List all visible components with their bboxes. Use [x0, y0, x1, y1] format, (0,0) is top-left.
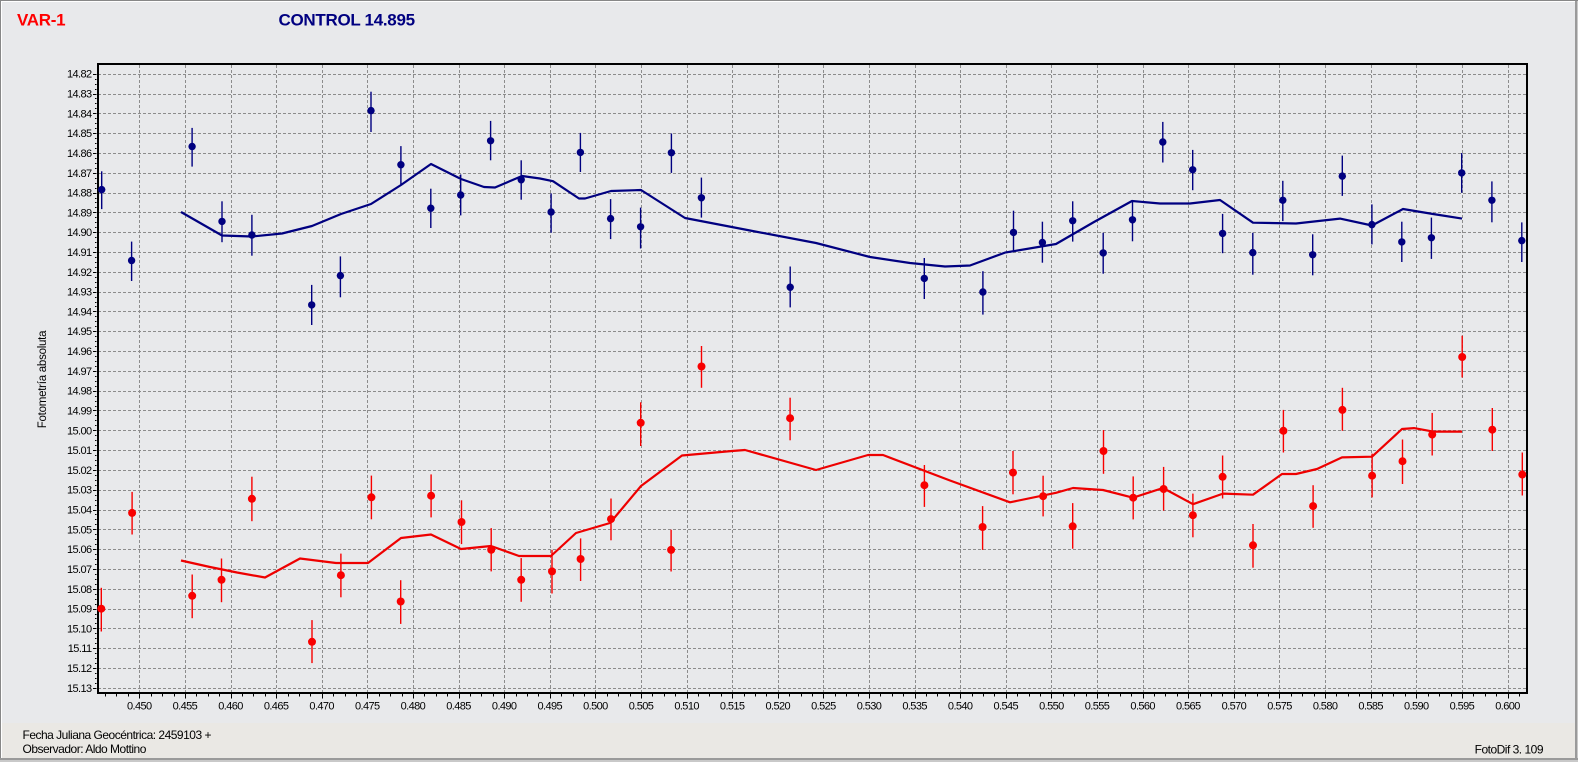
svg-text:0.460: 0.460 — [218, 701, 243, 713]
svg-text:0.535: 0.535 — [902, 701, 927, 713]
svg-text:14.88: 14.88 — [67, 188, 92, 200]
svg-text:14.86: 14.86 — [67, 148, 92, 160]
svg-text:CONTROL 14.895: CONTROL 14.895 — [279, 10, 415, 29]
svg-text:15.03: 15.03 — [67, 485, 92, 497]
svg-text:14.95: 14.95 — [67, 326, 92, 338]
svg-text:Observador: Aldo Mottino: Observador: Aldo Mottino — [23, 742, 147, 756]
svg-text:14.92: 14.92 — [67, 267, 92, 279]
svg-text:15.13: 15.13 — [67, 683, 92, 695]
svg-text:0.570: 0.570 — [1222, 701, 1247, 713]
svg-text:0.480: 0.480 — [401, 701, 426, 713]
svg-text:0.590: 0.590 — [1404, 701, 1429, 713]
svg-text:15.12: 15.12 — [67, 663, 92, 675]
svg-text:0.470: 0.470 — [309, 701, 334, 713]
svg-text:14.90: 14.90 — [67, 227, 92, 239]
svg-text:15.00: 15.00 — [67, 425, 92, 437]
svg-text:15.06: 15.06 — [67, 544, 92, 556]
svg-text:15.02: 15.02 — [67, 465, 92, 477]
svg-text:15.05: 15.05 — [67, 524, 92, 536]
svg-text:0.505: 0.505 — [629, 701, 654, 713]
svg-text:0.555: 0.555 — [1085, 701, 1110, 713]
svg-text:0.560: 0.560 — [1130, 701, 1155, 713]
svg-text:0.530: 0.530 — [857, 701, 882, 713]
svg-text:0.490: 0.490 — [492, 701, 517, 713]
svg-text:0.575: 0.575 — [1267, 701, 1292, 713]
svg-text:0.475: 0.475 — [355, 701, 380, 713]
svg-text:14.94: 14.94 — [67, 306, 92, 318]
svg-text:14.82: 14.82 — [67, 69, 92, 81]
svg-text:0.545: 0.545 — [994, 701, 1019, 713]
svg-text:0.520: 0.520 — [766, 701, 791, 713]
svg-text:0.525: 0.525 — [811, 701, 836, 713]
svg-text:15.10: 15.10 — [67, 623, 92, 635]
svg-text:VAR-1: VAR-1 — [17, 10, 65, 29]
svg-text:15.09: 15.09 — [67, 604, 92, 616]
svg-text:14.93: 14.93 — [67, 287, 92, 299]
svg-text:15.01: 15.01 — [67, 445, 92, 457]
svg-text:0.595: 0.595 — [1450, 701, 1475, 713]
svg-text:14.84: 14.84 — [67, 108, 92, 120]
svg-text:0.585: 0.585 — [1358, 701, 1383, 713]
svg-text:0.510: 0.510 — [674, 701, 699, 713]
svg-text:0.465: 0.465 — [264, 701, 289, 713]
svg-text:15.11: 15.11 — [68, 643, 92, 655]
svg-text:0.565: 0.565 — [1176, 701, 1201, 713]
svg-text:15.08: 15.08 — [67, 584, 92, 596]
svg-text:0.485: 0.485 — [446, 701, 471, 713]
svg-text:Fecha Juliana Geocéntrica: 245: Fecha Juliana Geocéntrica: 2459103 + — [23, 728, 212, 742]
svg-text:0.500: 0.500 — [583, 701, 608, 713]
svg-text:14.87: 14.87 — [67, 168, 92, 180]
svg-text:0.600: 0.600 — [1495, 701, 1520, 713]
svg-text:0.515: 0.515 — [720, 701, 745, 713]
svg-text:14.99: 14.99 — [67, 406, 92, 418]
svg-text:14.85: 14.85 — [67, 128, 92, 140]
svg-text:Fotometría absoluta: Fotometría absoluta — [37, 330, 49, 428]
svg-text:0.580: 0.580 — [1313, 701, 1338, 713]
svg-text:0.540: 0.540 — [948, 701, 973, 713]
svg-text:15.07: 15.07 — [67, 564, 92, 576]
svg-text:15.04: 15.04 — [67, 505, 92, 517]
svg-text:14.91: 14.91 — [67, 247, 92, 259]
svg-text:14.98: 14.98 — [67, 386, 92, 398]
svg-text:14.83: 14.83 — [67, 89, 92, 101]
svg-text:14.96: 14.96 — [67, 346, 92, 358]
svg-text:FotoDif 3. 109: FotoDif 3. 109 — [1475, 742, 1544, 756]
svg-text:0.450: 0.450 — [127, 701, 152, 713]
svg-text:0.495: 0.495 — [538, 701, 563, 713]
svg-text:0.455: 0.455 — [173, 701, 198, 713]
svg-text:14.89: 14.89 — [67, 207, 92, 219]
svg-text:0.550: 0.550 — [1039, 701, 1064, 713]
svg-text:14.97: 14.97 — [67, 366, 92, 378]
